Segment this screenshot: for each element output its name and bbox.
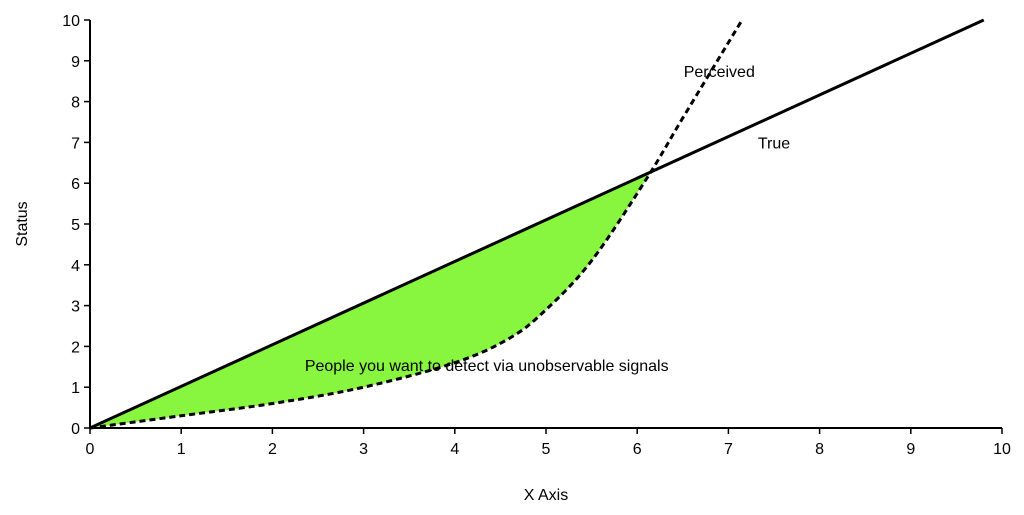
x-tick-label: 10 bbox=[993, 441, 1011, 458]
y-tick-label: 3 bbox=[71, 299, 80, 316]
x-tick-label: 7 bbox=[724, 441, 733, 458]
y-tick-label: 9 bbox=[71, 54, 80, 71]
y-tick-label: 2 bbox=[71, 339, 80, 356]
y-tick-label: 4 bbox=[71, 258, 80, 275]
annotation-label: People you want to detect via unobservab… bbox=[305, 358, 669, 375]
series-line-perceived bbox=[89, 19, 744, 430]
x-tick-label: 8 bbox=[815, 441, 824, 458]
x-tick-label: 0 bbox=[86, 441, 95, 458]
x-tick-label: 4 bbox=[450, 441, 459, 458]
x-tick-label: 3 bbox=[359, 441, 368, 458]
x-tick-label: 5 bbox=[542, 441, 551, 458]
axes: 0 1 2 3 4 5 6 7 8 9 10 0 1 2 3 4 5 6 7 8 9 10 bbox=[62, 13, 1011, 458]
x-tick-label: 1 bbox=[177, 441, 186, 458]
y-tick-label: 1 bbox=[71, 380, 80, 397]
x-axis-title: X Axis bbox=[524, 487, 568, 504]
y-tick-label: 5 bbox=[71, 217, 80, 234]
y-axis-title: Status bbox=[14, 201, 31, 246]
y-tick-label: 8 bbox=[71, 95, 80, 112]
y-tick-label: 10 bbox=[62, 13, 80, 30]
y-tick-label: 0 bbox=[71, 421, 80, 438]
x-tick-label: 9 bbox=[906, 441, 915, 458]
shaded-region bbox=[90, 170, 653, 428]
annotation-label: True bbox=[758, 136, 790, 153]
x-tick-label: 6 bbox=[633, 441, 642, 458]
series-line-true bbox=[89, 18, 985, 430]
x-tick-label: 2 bbox=[268, 441, 277, 458]
annotation-label: Perceived bbox=[684, 64, 755, 81]
y-tick-label: 7 bbox=[71, 135, 80, 152]
y-tick-label: 6 bbox=[71, 176, 80, 193]
